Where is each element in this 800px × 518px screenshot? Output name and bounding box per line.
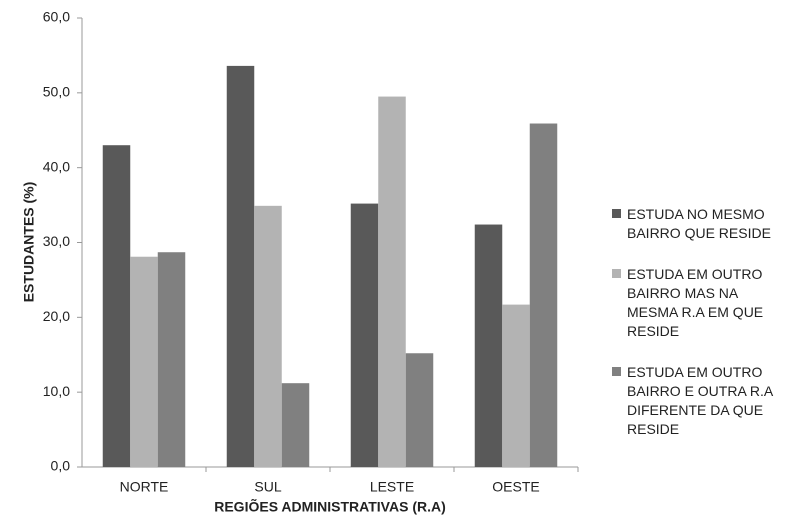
legend-entry: ESTUDA EM OUTRO BAIRRO E OUTRA R.A DIFER…	[612, 363, 792, 439]
bar	[281, 383, 310, 467]
bar	[130, 256, 158, 467]
y-tick-label: 20,0	[43, 308, 70, 324]
y-tick-label: 0,0	[51, 458, 71, 474]
bar	[226, 65, 255, 467]
x-axis-title: REGIÕES ADMINISTRATIVAS (R.A)	[214, 498, 446, 515]
y-tick-label: 30,0	[43, 233, 70, 249]
bar	[502, 304, 530, 467]
bar	[405, 353, 434, 467]
bar	[378, 96, 406, 467]
y-axis-title: ESTUDANTES (%)	[21, 182, 37, 303]
legend-swatch	[612, 367, 621, 376]
y-tick-label: 50,0	[43, 84, 70, 100]
legend-label: ESTUDA EM OUTRO BAIRRO E OUTRA R.A DIFER…	[627, 364, 773, 437]
bar	[102, 145, 131, 467]
x-tick-label: NORTE	[120, 479, 169, 495]
bar	[529, 123, 558, 467]
x-tick-label: LESTE	[370, 479, 414, 495]
legend-swatch	[612, 269, 621, 278]
y-tick-label: 10,0	[43, 383, 70, 399]
bar	[254, 205, 282, 467]
legend-label: ESTUDA NO MESMO BAIRRO QUE RESIDE	[627, 206, 771, 241]
legend-entry: ESTUDA EM OUTRO BAIRRO MAS NA MESMA R.A …	[612, 265, 792, 341]
y-tick-label: 60,0	[43, 9, 70, 25]
bar	[474, 224, 503, 467]
bar	[350, 203, 379, 467]
legend-entry: ESTUDA NO MESMO BAIRRO QUE RESIDE	[612, 205, 792, 243]
y-tick-label: 40,0	[43, 158, 70, 174]
x-tick-label: SUL	[254, 479, 281, 495]
legend-swatch	[612, 209, 621, 218]
bar	[157, 252, 186, 467]
x-tick-label: OESTE	[492, 479, 539, 495]
legend: ESTUDA NO MESMO BAIRRO QUE RESIDE ESTUDA …	[612, 205, 792, 461]
legend-label: ESTUDA EM OUTRO BAIRRO MAS NA MESMA R.A …	[627, 266, 764, 339]
